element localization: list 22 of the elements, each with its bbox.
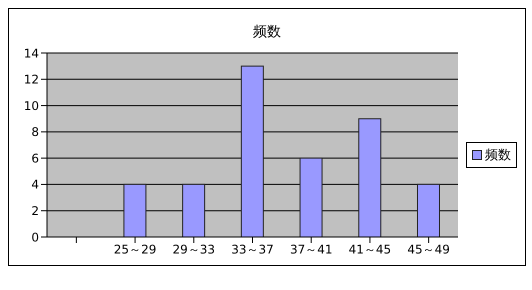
y-tick-label: 0	[31, 230, 39, 244]
x-tick-label: 41～45	[348, 242, 392, 257]
bar	[300, 158, 323, 237]
x-tick-label: 25～29	[114, 242, 156, 257]
y-tick-label: 12	[24, 72, 39, 87]
x-tick-label: 45～49	[407, 242, 450, 257]
y-tick-label: 6	[31, 151, 39, 166]
bar	[416, 184, 440, 237]
bar	[123, 184, 146, 237]
bar	[182, 184, 206, 237]
bar	[358, 118, 382, 237]
x-tick-label: 29～33	[172, 242, 216, 257]
y-tick-label: 8	[31, 125, 39, 140]
y-tick-label: 14	[24, 46, 39, 60]
y-tick-label: 4	[31, 178, 39, 192]
bar	[240, 66, 264, 237]
legend-label: 频数	[485, 147, 511, 164]
x-tick-label: 33～37	[231, 242, 274, 257]
y-tick-label: 2	[31, 204, 39, 218]
y-tick-label: 10	[24, 98, 39, 113]
chart-title: 频数	[252, 23, 282, 42]
x-tick-label: 37～41	[290, 242, 332, 257]
